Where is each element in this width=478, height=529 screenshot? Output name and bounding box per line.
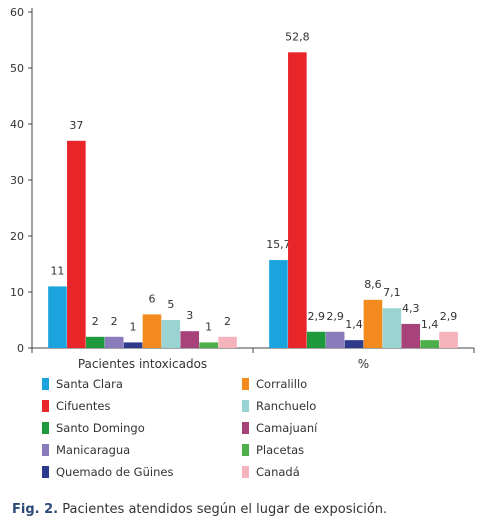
bar [420,340,439,348]
data-label: 7,1 [383,286,401,299]
legend-item: Ranchuelo [242,398,316,414]
y-tick-label: 0 [17,342,24,355]
legend-item: Camajuaní [242,420,317,436]
y-tick-label: 60 [10,6,24,19]
y-tick-label: 50 [10,62,24,75]
legend-swatch [242,422,249,434]
legend-label: Corralillo [256,377,308,391]
data-label: 5 [167,298,174,311]
legend-label: Placetas [256,443,305,457]
data-label: 2 [111,315,118,328]
bar [180,331,200,348]
legend-label: Canadá [256,465,300,479]
bar [123,342,143,348]
data-label: 11 [50,264,64,277]
legend-label: Ranchuelo [256,399,317,413]
data-label: 2,9 [308,310,326,323]
bar [67,140,86,348]
legend-swatch [242,466,249,478]
bar [401,323,421,348]
legend-swatch [42,466,49,478]
legend-label: Santo Domingo [56,421,145,435]
bar [382,308,402,348]
data-label: 1,4 [421,318,439,331]
bar [104,336,124,348]
data-label: 2,9 [326,310,344,323]
bar [85,336,105,348]
bar [269,260,288,348]
x-tick-label: % [358,357,369,370]
data-label: 1 [130,320,137,333]
legend-swatch [42,378,49,390]
data-label: 3 [186,309,193,322]
x-tick-label: Pacientes intoxicados [78,357,207,370]
legend-swatch [242,378,249,390]
bar [363,299,383,348]
legend-swatch [242,444,249,456]
legend-item: Santa Clara [42,376,123,392]
bar [218,336,237,348]
data-label: 2 [92,315,99,328]
legend: Santa Clara Cifuentes Santo Domingo Manicar… [42,376,472,488]
bar [288,52,307,348]
data-label: 6 [148,292,155,305]
legend-item: Corralillo [242,376,307,392]
legend-item: Santo Domingo [42,420,145,436]
bar [161,320,181,348]
legend-swatch [42,444,49,456]
y-tick-label: 40 [10,118,24,131]
data-label: 2,9 [440,310,458,323]
legend-swatch [242,400,249,412]
bar [344,340,364,348]
legend-label: Manicaragua [56,443,131,457]
legend-label: Cifuentes [56,399,111,413]
data-label: 4,3 [402,302,420,315]
legend-item: Cifuentes [42,398,111,414]
data-label: 2 [224,315,231,328]
y-tick-label: 30 [10,174,24,187]
legend-item: Placetas [242,442,304,458]
legend-label: Quemado de Güines [56,465,174,479]
bar [48,286,67,348]
legend-swatch [42,400,49,412]
figure-caption: Fig. 2. Pacientes atendidos según el lug… [12,502,387,517]
legend-item: Quemado de Güines [42,464,173,480]
data-label: 1,4 [345,318,363,331]
data-label: 8,6 [364,278,382,291]
y-tick-label: 20 [10,230,24,243]
bar [306,331,326,348]
data-label: 1 [205,320,212,333]
caption-label: Fig. 2. [12,502,59,517]
bar [199,342,218,348]
data-label: 15,7 [266,238,291,251]
y-tick-label: 10 [10,286,24,299]
legend-item: Canadá [242,464,300,480]
data-label: 37 [69,119,83,132]
bar [142,314,162,348]
legend-label: Santa Clara [56,377,123,391]
legend-swatch [42,422,49,434]
bar [439,331,458,348]
legend-item: Manicaragua [42,442,130,458]
data-label: 52,8 [285,30,310,43]
caption-text: Pacientes atendidos según el lugar de ex… [58,502,388,517]
legend-label: Camajuaní [256,421,318,435]
bar [325,331,345,348]
